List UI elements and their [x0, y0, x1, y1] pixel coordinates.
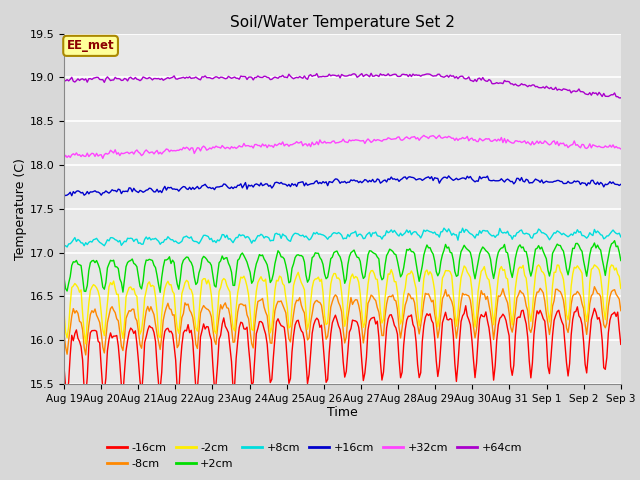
-8cm	[617, 308, 625, 313]
-2cm	[130, 286, 138, 291]
+16cm	[246, 183, 254, 189]
-16cm	[589, 311, 596, 317]
+8cm	[246, 237, 254, 243]
+2cm	[129, 256, 136, 262]
+64cm	[367, 71, 375, 76]
+32cm	[60, 155, 68, 161]
-2cm	[588, 266, 595, 272]
+16cm	[305, 181, 313, 187]
+16cm	[228, 184, 236, 190]
+2cm	[156, 289, 164, 295]
+32cm	[305, 141, 313, 146]
-2cm	[82, 341, 90, 347]
+8cm	[617, 234, 625, 240]
-8cm	[228, 325, 236, 331]
+8cm	[60, 243, 68, 249]
+8cm	[130, 239, 138, 244]
+64cm	[588, 92, 595, 98]
-8cm	[246, 329, 254, 335]
Line: +32cm: +32cm	[64, 135, 621, 158]
-2cm	[228, 312, 236, 317]
+2cm	[305, 276, 313, 282]
-16cm	[617, 341, 625, 347]
+2cm	[60, 275, 68, 280]
Text: EE_met: EE_met	[67, 39, 115, 52]
-8cm	[305, 335, 313, 341]
-2cm	[60, 308, 68, 313]
+8cm	[255, 233, 263, 239]
Y-axis label: Temperature (C): Temperature (C)	[13, 158, 27, 260]
Line: -16cm: -16cm	[64, 306, 621, 396]
+32cm	[228, 144, 236, 149]
+64cm	[129, 76, 136, 82]
X-axis label: Time: Time	[327, 407, 358, 420]
-2cm	[617, 286, 625, 291]
+8cm	[228, 238, 236, 243]
+16cm	[130, 185, 138, 191]
+32cm	[246, 144, 254, 149]
+32cm	[589, 142, 596, 148]
+2cm	[611, 238, 618, 243]
-16cm	[82, 393, 90, 399]
-16cm	[305, 372, 313, 377]
-16cm	[228, 359, 236, 364]
+64cm	[60, 77, 68, 83]
+32cm	[617, 146, 625, 152]
+8cm	[63, 244, 71, 250]
-8cm	[130, 306, 138, 312]
+64cm	[616, 95, 623, 101]
-2cm	[246, 309, 254, 314]
-8cm	[255, 298, 263, 303]
-16cm	[60, 364, 68, 370]
+2cm	[228, 269, 236, 275]
+64cm	[244, 74, 252, 80]
-2cm	[591, 262, 598, 268]
+16cm	[589, 178, 596, 183]
+16cm	[255, 183, 263, 189]
-2cm	[255, 276, 263, 282]
Title: Soil/Water Temperature Set 2: Soil/Water Temperature Set 2	[230, 15, 455, 30]
+2cm	[246, 269, 254, 275]
-16cm	[462, 303, 470, 309]
+16cm	[445, 173, 452, 179]
+2cm	[617, 258, 625, 264]
Line: +16cm: +16cm	[64, 176, 621, 196]
+16cm	[60, 192, 68, 198]
+32cm	[255, 143, 263, 148]
Line: -8cm: -8cm	[64, 287, 621, 355]
+64cm	[226, 74, 234, 80]
+32cm	[99, 156, 107, 161]
+16cm	[68, 193, 76, 199]
-16cm	[255, 319, 263, 324]
-8cm	[591, 284, 598, 289]
Legend: -16cm, -8cm, -2cm, +2cm, +8cm, +16cm, +32cm, +64cm: -16cm, -8cm, -2cm, +2cm, +8cm, +16cm, +3…	[103, 439, 526, 473]
+8cm	[305, 237, 313, 243]
+32cm	[130, 151, 138, 157]
Line: +2cm: +2cm	[64, 240, 621, 292]
+8cm	[589, 233, 596, 239]
+2cm	[588, 245, 595, 251]
+64cm	[303, 76, 311, 82]
-8cm	[60, 331, 68, 336]
Line: -2cm: -2cm	[64, 265, 621, 344]
+2cm	[255, 252, 263, 257]
-2cm	[305, 320, 313, 325]
+16cm	[617, 181, 625, 187]
+8cm	[440, 225, 448, 231]
Line: +64cm: +64cm	[64, 73, 621, 98]
+64cm	[617, 95, 625, 101]
+64cm	[254, 73, 262, 79]
-8cm	[588, 293, 595, 299]
+32cm	[435, 132, 443, 138]
-16cm	[130, 331, 138, 336]
-16cm	[246, 360, 254, 366]
-8cm	[82, 352, 90, 358]
Line: +8cm: +8cm	[64, 228, 621, 247]
